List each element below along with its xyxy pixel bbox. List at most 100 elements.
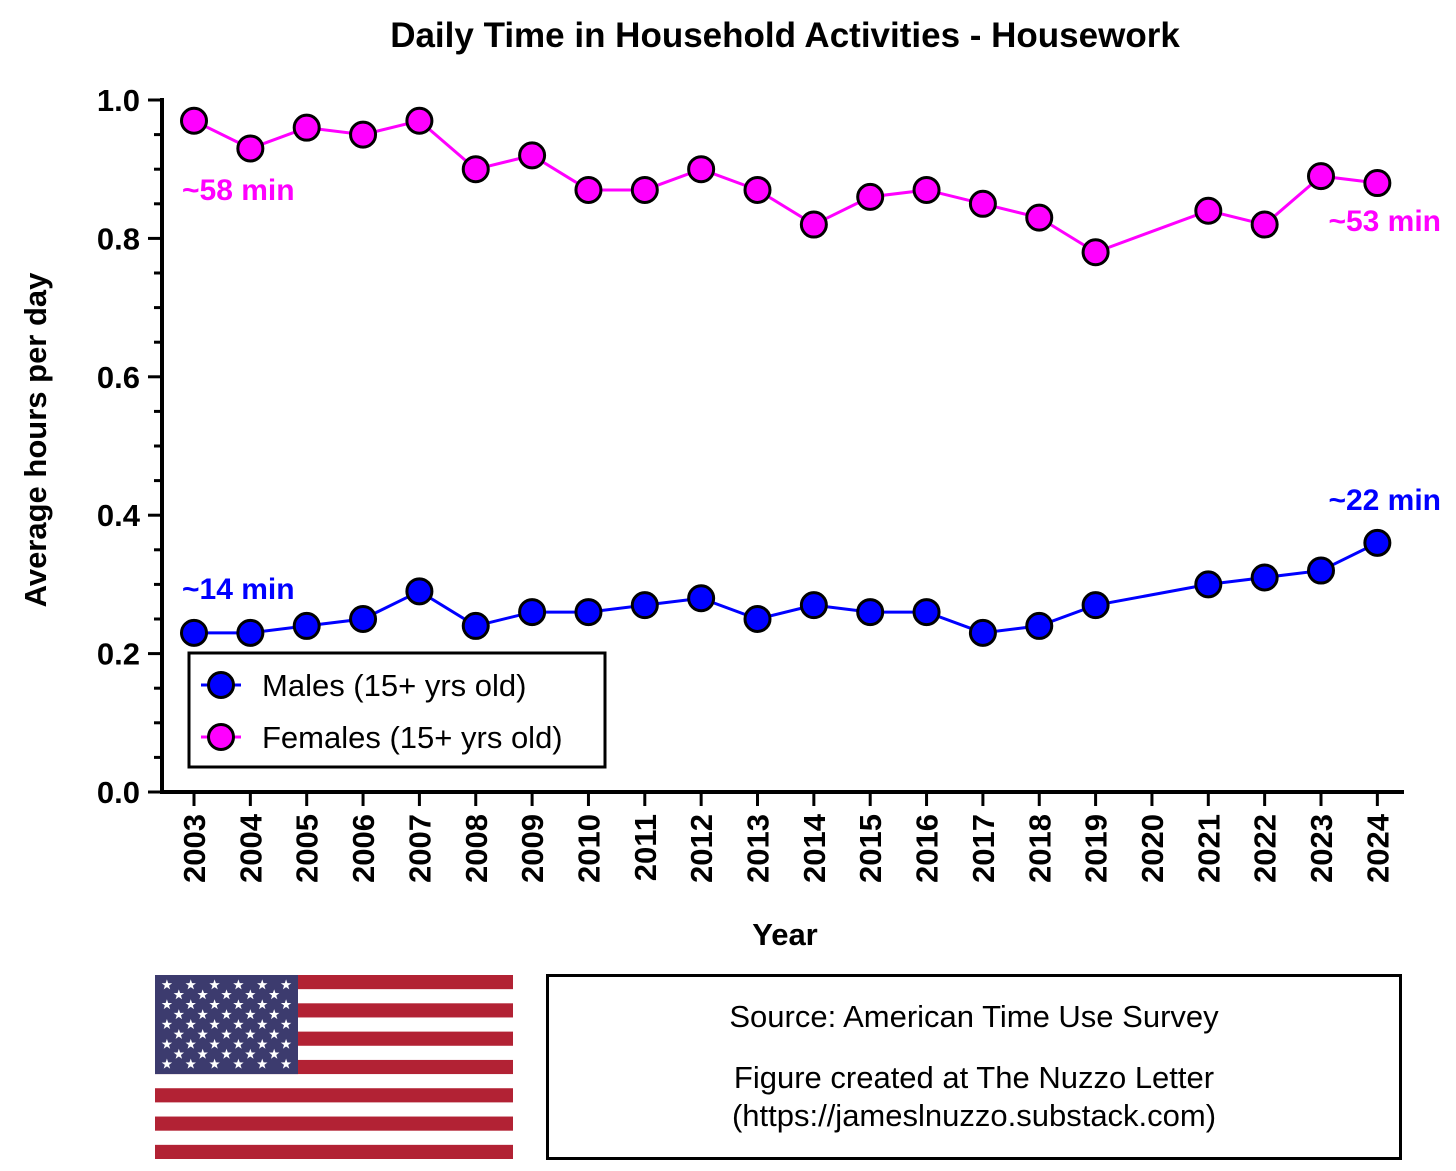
x-tick-label: 2012: [684, 814, 719, 883]
flag-star: [280, 979, 292, 990]
legend: Males (15+ yrs old) Females (15+ yrs old): [187, 651, 607, 769]
males-point: [630, 591, 659, 620]
x-tick-label: 2015: [853, 814, 888, 883]
males-point: [1363, 528, 1392, 557]
x-tick-label: 2016: [910, 814, 945, 883]
flag-star: [257, 979, 268, 990]
flag-star: [257, 1019, 268, 1029]
flag-star: [221, 1048, 232, 1059]
flag-star: [233, 999, 244, 1010]
flag-star: [257, 1038, 268, 1049]
flag-star: [257, 999, 268, 1010]
females-point: [1025, 203, 1054, 232]
flag-red-stripe: [155, 1144, 513, 1159]
us-flag-image: [155, 975, 513, 1159]
legend-box: [187, 651, 607, 769]
females-point: [292, 113, 321, 142]
males-point: [856, 598, 885, 627]
males-point: [461, 611, 490, 640]
flag-star: [209, 1058, 220, 1069]
flag-star: [173, 1028, 185, 1039]
females-point: [236, 134, 265, 163]
y-tick-label: 0.6: [97, 360, 140, 395]
flag-star: [221, 989, 232, 1000]
females-point: [1194, 196, 1223, 225]
females-point: [799, 210, 828, 239]
x-tick-label: 2020: [1135, 814, 1170, 883]
flag-star: [185, 979, 196, 990]
axes: 0.0 0.2 0.4 0.6 0.8 1.0 2003 2004 2005 2006 2007 20…: [97, 83, 1404, 883]
y-axis-label: Average hours per day: [18, 272, 53, 608]
flag-star: [280, 1058, 292, 1069]
flag-star: [245, 1028, 256, 1039]
flag-star: [245, 1009, 256, 1020]
flag-star: [173, 1009, 185, 1020]
annotation-label: ~53 min: [1328, 205, 1441, 238]
x-tick-label: 2024: [1360, 813, 1395, 883]
flag-star: [161, 1019, 173, 1029]
males-point: [405, 577, 434, 606]
males-point: [743, 605, 772, 633]
females-point: [518, 141, 547, 170]
flag-star: [233, 979, 244, 990]
flag-star: [221, 1009, 232, 1020]
flag-star: [185, 999, 196, 1010]
females-point: [349, 120, 378, 149]
males-point: [912, 598, 941, 627]
credit-url: (https://jameslnuzzo.substack.com): [731, 1098, 1217, 1133]
credit-text: Figure created at The Nuzzo Letter: [733, 1060, 1215, 1095]
flag-star: [173, 989, 185, 1000]
chart-title: Daily Time in Household Activities - Hou…: [390, 16, 1180, 55]
males-point: [574, 598, 603, 627]
males-point: [1250, 563, 1279, 592]
flag-star: [209, 1019, 220, 1029]
x-tick-label: 2011: [628, 814, 663, 881]
legend-label: Males (15+ yrs old): [262, 668, 526, 703]
x-tick-label: 2018: [1022, 814, 1057, 883]
annotation-label: ~22 min: [1328, 484, 1441, 517]
source-box: Source: American Time Use Survey Figure …: [546, 974, 1402, 1160]
flag-star: [161, 1058, 173, 1069]
flag-red-stripe: [155, 1088, 513, 1103]
flag-star: [161, 1038, 173, 1049]
series-lines: [193, 119, 1379, 635]
males-point: [292, 611, 321, 640]
flag-star: [209, 1038, 220, 1049]
flag-star: [233, 1038, 244, 1049]
x-tick-label: 2008: [459, 814, 494, 883]
flag-star: [268, 989, 280, 1000]
females-point: [912, 175, 941, 204]
flag-star: [197, 1028, 208, 1039]
males-point: [1081, 591, 1110, 620]
flag-star: [280, 1038, 292, 1049]
females-point: [630, 175, 659, 204]
flag-star: [197, 1048, 208, 1059]
legend-marker: [207, 671, 235, 699]
flag-star: [233, 1058, 244, 1069]
source-text: Source: American Time Use Survey: [729, 999, 1219, 1034]
females-point: [743, 175, 772, 204]
flag-star: [185, 1038, 196, 1049]
legend-label: Females (15+ yrs old): [262, 720, 563, 755]
females-point: [1081, 238, 1110, 267]
females-point: [1307, 162, 1335, 191]
y-tick-label: 0.8: [97, 221, 140, 256]
x-tick-label: 2021: [1191, 814, 1226, 883]
x-tick-label: 2005: [290, 814, 325, 883]
flag-star: [185, 1058, 196, 1069]
flag-star: [268, 1028, 280, 1039]
x-tick-label: 2014: [797, 813, 832, 883]
flag-star: [209, 979, 220, 990]
x-tick-label: 2022: [1248, 814, 1283, 883]
y-tick-label: 0.2: [97, 637, 140, 672]
flag-star: [245, 1048, 256, 1059]
flag-star: [245, 989, 256, 1000]
flag-star: [233, 1019, 244, 1029]
x-axis-label: Year: [752, 917, 818, 952]
series-points: [180, 106, 1392, 647]
females-point: [687, 155, 716, 184]
females-point: [574, 175, 603, 204]
annotation-label: ~58 min: [182, 174, 295, 207]
x-tick-label: 2019: [1079, 814, 1114, 883]
flag-star: [209, 999, 220, 1010]
